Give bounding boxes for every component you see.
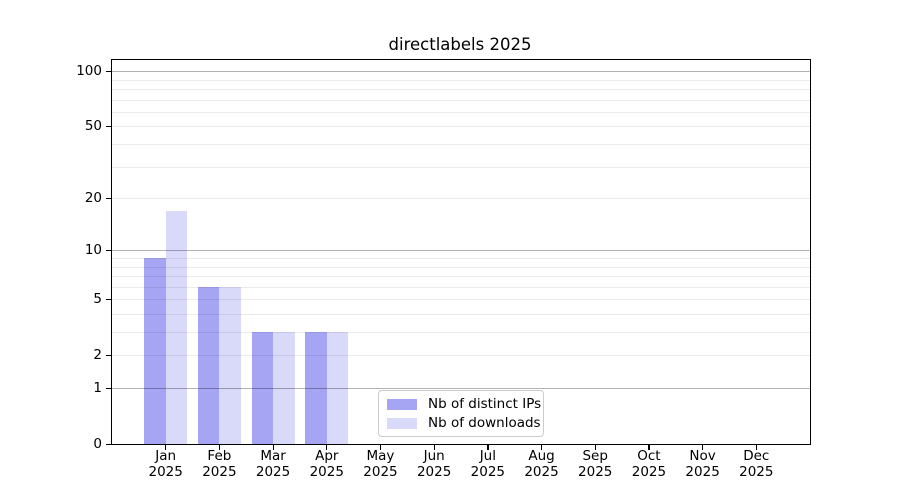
x-tick-label: Jun 2025 [416,448,452,480]
y-tick-label: 10 [84,241,102,258]
y-tick-label: 20 [84,189,102,206]
x-tick-label: Dec 2025 [739,448,774,480]
x-tick-label: Apr 2025 [309,448,344,480]
minor-gridline [112,332,810,333]
bar-distinct-ips-mar [251,332,274,444]
legend-label-downloads: Nb of downloads [428,415,541,431]
x-tick-mark [755,445,757,450]
minor-gridline [112,276,810,278]
x-tick-mark [433,445,435,450]
x-tick-mark [379,445,382,450]
bar-downloads-apr [326,332,349,444]
plot-area [111,59,811,445]
minor-gridline [112,198,810,200]
x-tick-label: Jul 2025 [470,448,506,480]
y-tick-mark [106,298,111,300]
minor-gridline [112,313,810,315]
minor-gridline [112,257,810,259]
major-gridline [112,71,810,73]
y-tick-label: 2 [93,346,102,363]
major-gridline [112,250,810,252]
minor-gridline [112,89,810,90]
bar-distinct-ips-feb [197,286,220,444]
major-gridline [112,388,810,389]
y-tick-mark [106,70,111,72]
legend-swatch-downloads [387,417,417,429]
x-tick-mark [272,445,274,450]
y-tick-label: 5 [93,290,102,307]
y-tick-label: 50 [84,117,102,134]
x-tick-mark [218,445,221,450]
x-tick-mark [541,445,543,450]
y-tick-mark [106,125,111,128]
minor-gridline [112,299,810,301]
bars-layer [112,60,810,444]
y-tick-mark [106,249,111,251]
x-tick-label: Oct 2025 [631,448,667,480]
y-tick-mark [106,443,111,445]
x-tick-mark [702,445,704,450]
gridlines-layer [112,60,810,444]
minor-gridline [112,144,810,145]
bar-downloads-jan [165,210,188,444]
legend-entry-downloads: Nb of downloads [387,415,541,431]
chart-title: directlabels 2025 [388,35,532,54]
x-tick-label: Nov 2025 [685,448,720,480]
x-tick-mark [487,445,489,450]
minor-gridline [112,266,810,268]
bar-downloads-mar [273,332,295,444]
y-tick-mark [106,197,111,199]
y-tick-mark [106,354,111,356]
x-tick-mark [594,445,596,450]
bar-downloads-feb [219,286,241,444]
x-tick-label: Aug 2025 [524,448,559,480]
minor-gridline [112,126,810,128]
legend-entry-distinct-ips: Nb of distinct IPs [387,396,541,412]
legend-swatch-distinct-ips [387,398,417,410]
x-tick-label: Sep 2025 [578,448,613,480]
x-tick-mark [326,445,328,450]
x-tick-mark [165,445,167,450]
minor-gridline [112,99,810,101]
x-tick-label: May 2025 [363,448,398,480]
x-tick-label: Feb 2025 [202,448,237,480]
minor-gridline [112,79,810,81]
minor-gridline [112,111,810,113]
legend: Nb of distinct IPs Nb of downloads [378,390,544,437]
minor-gridline [112,166,810,168]
y-tick-label: 100 [76,62,102,79]
bar-distinct-ips-jan [144,258,166,444]
minor-gridline [112,355,810,357]
legend-label-distinct-ips: Nb of distinct IPs [428,396,542,412]
x-tick-label: Mar 2025 [255,448,291,480]
y-tick-label: 0 [93,435,102,452]
minor-gridline [112,286,810,288]
x-tick-mark [648,445,650,450]
y-tick-label: 1 [93,379,102,396]
bar-distinct-ips-apr [305,332,327,444]
y-tick-mark [106,387,111,389]
x-tick-label: Jan 2025 [148,448,183,480]
